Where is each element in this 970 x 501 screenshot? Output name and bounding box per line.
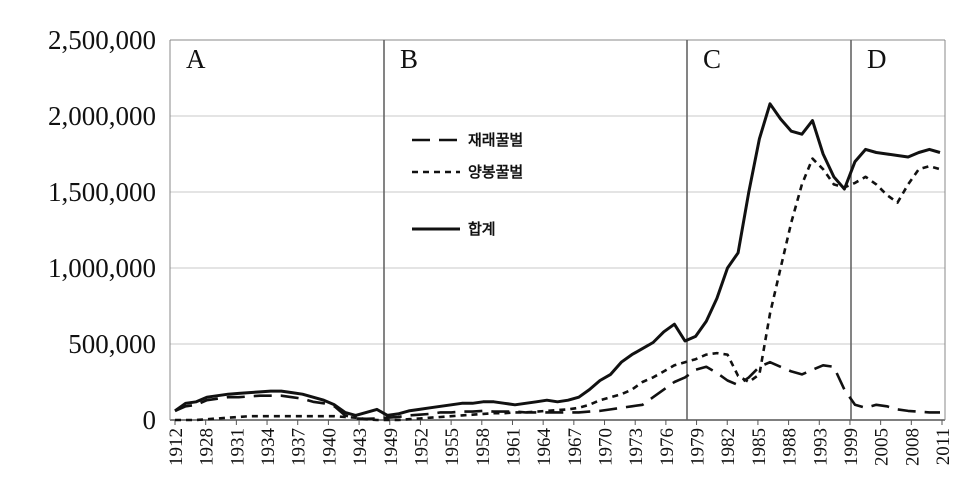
y-tick-label: 2,000,000 [48,101,156,131]
x-axis-tick-labels: 1912 1928 1931 1934 1937 1940 1943 1949 1952 1955… [166,420,954,466]
series-line-1 [174,360,940,421]
x-tick-label: 1958 [473,428,494,466]
period-dividers: A B C D [186,40,887,420]
legend-label-3: 합계 [468,220,496,238]
legend-label-2: 양봉꿀벌 [468,163,523,181]
period-label-b: B [400,44,418,74]
x-tick-label: 1934 [258,428,279,467]
y-tick-label: 1,500,000 [48,177,156,207]
y-tick-label: 2,500,000 [48,25,156,55]
x-tick-label: 1967 [565,428,586,466]
x-tick-label: 1976 [657,428,678,466]
data-series [174,102,941,422]
period-label-d: D [867,44,887,74]
x-tick-label: 1964 [534,428,555,467]
x-tick-label: 1982 [718,428,739,466]
period-label-c: C [703,44,721,74]
x-tick-label: 1973 [626,428,647,466]
x-tick-label: 1912 [166,428,187,466]
gridlines [169,39,946,421]
x-tick-label: 1931 [227,428,248,466]
x-tick-label: 1943 [350,428,371,466]
x-tick-label: 1970 [596,428,617,466]
x-tick-label: 1937 [289,428,310,466]
x-tick-label: 1952 [411,428,432,466]
y-tick-label: 1,000,000 [48,253,156,283]
x-tick-label: 1961 [503,428,524,466]
x-tick-label: 1988 [780,428,801,466]
x-tick-label: 1999 [841,428,862,466]
x-tick-label: 1955 [442,428,463,466]
series-line-2 [175,157,941,422]
y-tick-label: 500,000 [68,329,156,359]
x-tick-label: 2011 [933,428,954,465]
x-tick-label: 2005 [872,428,893,466]
legend-label-1: 재래꿀벌 [468,131,523,149]
x-tick-label: 1949 [381,428,402,466]
y-tick-label: 0 [143,405,157,435]
x-tick-label: 1993 [810,428,831,466]
x-tick-label: 2008 [902,428,923,466]
x-tick-label: 1985 [749,428,770,466]
period-label-a: A [186,44,206,74]
x-tick-label: 1979 [688,428,709,466]
x-tick-label: 1928 [197,428,218,466]
y-axis-tick-labels: 0 500,000 1,000,000 1,500,000 2,000,000 2,500… [48,25,156,435]
series-line-3 [174,102,941,417]
x-tick-label: 1940 [319,428,340,466]
